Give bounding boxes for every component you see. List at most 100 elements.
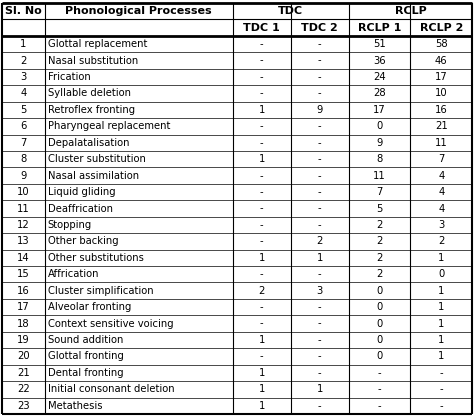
Text: -: - [318, 138, 322, 148]
Text: 19: 19 [17, 335, 30, 345]
Text: 3: 3 [20, 72, 27, 82]
Text: -: - [260, 302, 264, 312]
Text: Metathesis: Metathesis [47, 401, 102, 411]
Text: 4: 4 [438, 171, 444, 181]
Text: Nasal assimilation: Nasal assimilation [47, 171, 139, 181]
Text: 13: 13 [17, 236, 29, 246]
Text: 0: 0 [376, 302, 383, 312]
Text: 8: 8 [376, 154, 383, 164]
Text: 1: 1 [258, 105, 265, 115]
Text: 1: 1 [258, 154, 265, 164]
Text: 1: 1 [258, 384, 265, 394]
Text: -: - [318, 220, 322, 230]
Text: 3: 3 [438, 220, 444, 230]
Text: 7: 7 [20, 138, 27, 148]
Text: 1: 1 [258, 368, 265, 378]
Text: Initial consonant deletion: Initial consonant deletion [47, 384, 174, 394]
Text: 2: 2 [438, 236, 445, 246]
Text: -: - [439, 401, 443, 411]
Text: 4: 4 [438, 187, 444, 197]
Text: -: - [318, 302, 322, 312]
Text: RCLP 2: RCLP 2 [419, 23, 463, 33]
Text: 5: 5 [376, 203, 383, 214]
Text: Phonological Processes: Phonological Processes [65, 6, 212, 16]
Text: -: - [318, 203, 322, 214]
Text: 51: 51 [374, 39, 386, 49]
Text: 18: 18 [17, 319, 29, 329]
Text: Liquid gliding: Liquid gliding [47, 187, 115, 197]
Text: -: - [318, 39, 322, 49]
Text: -: - [260, 203, 264, 214]
Text: -: - [318, 401, 322, 411]
Text: 17: 17 [17, 302, 30, 312]
Text: Cluster simplification: Cluster simplification [47, 286, 153, 296]
Text: -: - [260, 138, 264, 148]
Text: -: - [260, 187, 264, 197]
Text: 17: 17 [374, 105, 386, 115]
Text: 1: 1 [317, 384, 323, 394]
Text: 9: 9 [20, 171, 27, 181]
Text: 21: 21 [17, 368, 30, 378]
Text: -: - [318, 55, 322, 65]
Text: TDC 1: TDC 1 [243, 23, 280, 33]
Text: RCLP: RCLP [394, 6, 426, 16]
Text: 2: 2 [376, 236, 383, 246]
Text: 10: 10 [435, 88, 447, 98]
Text: 2: 2 [376, 269, 383, 279]
Text: -: - [318, 171, 322, 181]
Text: 2: 2 [317, 236, 323, 246]
Text: 2: 2 [376, 253, 383, 263]
Text: 22: 22 [17, 384, 30, 394]
Text: 8: 8 [20, 154, 27, 164]
Text: 0: 0 [376, 352, 383, 362]
Text: 36: 36 [374, 55, 386, 65]
Text: 2: 2 [20, 55, 27, 65]
Text: 0: 0 [438, 269, 444, 279]
Text: -: - [260, 39, 264, 49]
Text: 1: 1 [317, 253, 323, 263]
Text: 1: 1 [438, 302, 445, 312]
Text: 4: 4 [438, 203, 444, 214]
Text: Glottal fronting: Glottal fronting [47, 352, 123, 362]
Text: -: - [318, 154, 322, 164]
Text: -: - [378, 401, 382, 411]
Text: -: - [318, 319, 322, 329]
Text: Other backing: Other backing [47, 236, 118, 246]
Text: -: - [439, 368, 443, 378]
Text: -: - [260, 269, 264, 279]
Text: 4: 4 [20, 88, 27, 98]
Text: 10: 10 [17, 187, 29, 197]
Text: 1: 1 [258, 335, 265, 345]
Text: Stopping: Stopping [47, 220, 92, 230]
Text: -: - [260, 121, 264, 131]
Text: -: - [318, 368, 322, 378]
Text: 20: 20 [17, 352, 29, 362]
Text: 28: 28 [374, 88, 386, 98]
Text: 16: 16 [435, 105, 447, 115]
Text: 2: 2 [258, 286, 265, 296]
Text: 1: 1 [438, 253, 445, 263]
Text: 1: 1 [258, 253, 265, 263]
Text: -: - [260, 55, 264, 65]
Text: -: - [260, 220, 264, 230]
Text: 7: 7 [376, 187, 383, 197]
Text: 16: 16 [17, 286, 30, 296]
Text: -: - [260, 352, 264, 362]
Text: Frication: Frication [47, 72, 90, 82]
Text: Affrication: Affrication [47, 269, 99, 279]
Text: -: - [260, 319, 264, 329]
Text: 23: 23 [17, 401, 29, 411]
Text: 1: 1 [438, 319, 445, 329]
Text: -: - [260, 72, 264, 82]
Text: 7: 7 [438, 154, 445, 164]
Text: -: - [378, 368, 382, 378]
Text: 11: 11 [17, 203, 30, 214]
Text: 12: 12 [17, 220, 30, 230]
Text: RCLP 1: RCLP 1 [358, 23, 401, 33]
Text: -: - [318, 335, 322, 345]
Text: 3: 3 [317, 286, 323, 296]
Text: 1: 1 [20, 39, 27, 49]
Text: 1: 1 [438, 352, 445, 362]
Text: 5: 5 [20, 105, 27, 115]
Text: Dental fronting: Dental fronting [47, 368, 123, 378]
